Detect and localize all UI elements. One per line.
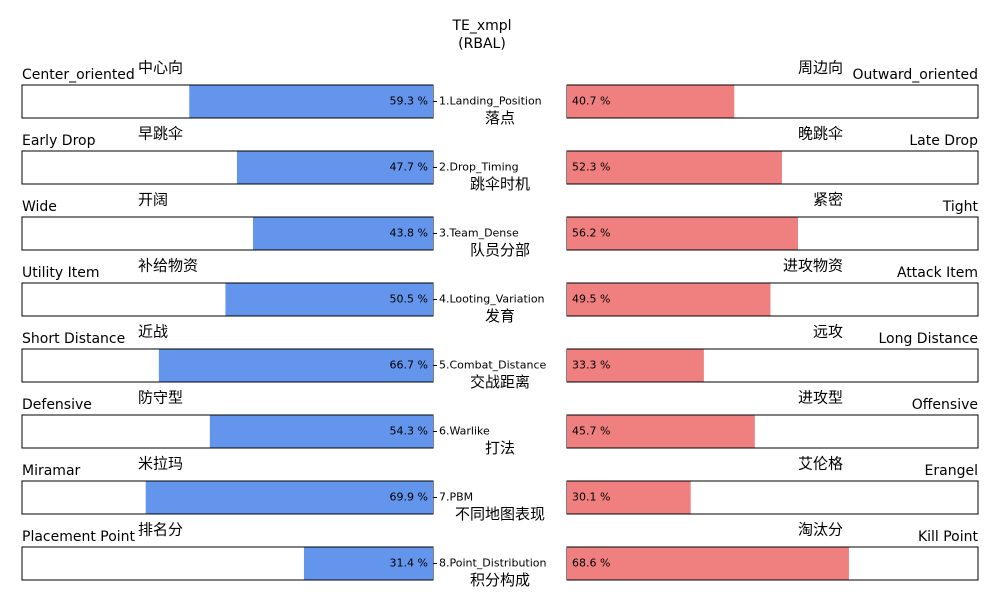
bar <box>145 481 433 514</box>
category-label-zh: 不同地图表现 <box>455 505 545 523</box>
right-label-zh: 紧密 <box>813 191 843 209</box>
left-label: Short Distance <box>22 331 125 347</box>
bar <box>567 217 798 250</box>
category-label: 3.Team_Dense <box>439 227 519 240</box>
category-label: 8.Point_Distribution <box>439 557 547 570</box>
category-label-zh: 交战距离 <box>470 373 530 391</box>
category-label-zh: 落点 <box>485 109 515 127</box>
right-label-zh: 进攻型 <box>798 389 843 407</box>
category-label: 2.Drop_Timing <box>439 161 519 174</box>
left-label: Center_oriented <box>22 67 135 83</box>
right-label-zh: 远攻 <box>813 323 843 341</box>
category-label: 6.Warlike <box>439 425 490 438</box>
left-label-zh: 中心向 <box>138 59 183 77</box>
left-label-zh: 近战 <box>138 323 168 341</box>
bar <box>567 151 782 184</box>
right-label: Erangel <box>925 463 978 479</box>
chart-subtitle: (RBAL) <box>458 36 506 52</box>
bar <box>567 415 755 448</box>
value-label: 30.1 % <box>572 491 610 504</box>
left-label: Wide <box>22 199 57 215</box>
bar <box>252 217 433 250</box>
bar <box>567 283 771 316</box>
bar <box>189 85 433 118</box>
bar <box>567 547 849 580</box>
value-label: 49.5 % <box>572 293 610 306</box>
category-label-zh: 队员分部 <box>470 241 530 259</box>
chart-title: TE_xmpl <box>451 18 511 34</box>
category-label: 1.Landing_Position <box>439 95 542 108</box>
right-label: Tight <box>942 199 979 215</box>
right-label-zh: 艾伦格 <box>798 455 843 473</box>
bar <box>567 349 704 382</box>
right-label: Attack Item <box>897 265 978 281</box>
left-label-zh: 补给物资 <box>138 257 198 275</box>
category-label-zh: 积分构成 <box>470 571 530 589</box>
left-label-zh: 早跳伞 <box>138 125 183 143</box>
value-label: 54.3 % <box>390 425 428 438</box>
left-label: Utility Item <box>22 265 100 281</box>
value-label: 68.6 % <box>572 557 610 570</box>
right-label-zh: 进攻物资 <box>783 257 843 275</box>
bar <box>209 415 433 448</box>
right-label: Kill Point <box>918 529 979 545</box>
bar <box>158 349 433 382</box>
value-label: 50.5 % <box>390 293 428 306</box>
category-label: 4.Looting_Variation <box>439 293 545 306</box>
bar <box>303 547 433 580</box>
value-label: 52.3 % <box>572 161 610 174</box>
left-label: Miramar <box>22 463 81 479</box>
value-label: 66.7 % <box>390 359 428 372</box>
right-label-zh: 淘汰分 <box>798 521 843 539</box>
right-label-zh: 晚跳伞 <box>798 125 843 143</box>
bar <box>567 481 691 514</box>
left-label-zh: 防守型 <box>138 389 183 407</box>
bar <box>236 151 433 184</box>
category-label: 5.Combat_Distance <box>439 359 546 372</box>
right-label: Offensive <box>912 397 978 413</box>
value-label: 47.7 % <box>390 161 428 174</box>
value-label: 45.7 % <box>572 425 610 438</box>
category-label-zh: 跳伞时机 <box>470 175 530 193</box>
left-label: Early Drop <box>22 133 96 149</box>
left-label-zh: 米拉玛 <box>138 455 183 473</box>
left-label-zh: 排名分 <box>138 521 183 539</box>
value-label: 40.7 % <box>572 95 610 108</box>
right-label: Long Distance <box>878 331 978 347</box>
category-label-zh: 打法 <box>485 439 515 457</box>
left-label: Defensive <box>22 397 92 413</box>
left-label-zh: 开阔 <box>138 191 168 209</box>
category-label-zh: 发育 <box>485 307 515 325</box>
value-label: 31.4 % <box>390 557 428 570</box>
value-label: 59.3 % <box>390 95 428 108</box>
value-label: 43.8 % <box>390 227 428 240</box>
right-label: Late Drop <box>909 133 978 149</box>
value-label: 69.9 % <box>390 491 428 504</box>
bar <box>225 283 433 316</box>
value-label: 33.3 % <box>572 359 610 372</box>
right-label: Outward_oriented <box>853 67 979 83</box>
left-label: Placement Point <box>22 529 136 545</box>
category-label: 7.PBM <box>439 491 473 504</box>
right-label-zh: 周边向 <box>798 59 843 77</box>
bar <box>567 85 735 118</box>
value-label: 56.2 % <box>572 227 610 240</box>
